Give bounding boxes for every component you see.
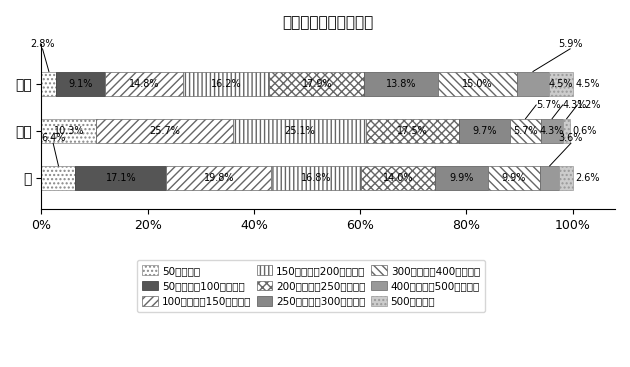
Text: 15.0%: 15.0% <box>462 79 493 89</box>
Text: 4.3%: 4.3% <box>540 126 564 136</box>
Text: 4.5%: 4.5% <box>575 79 600 89</box>
Bar <box>96 119 232 143</box>
Text: 25.1%: 25.1% <box>284 126 314 136</box>
Bar <box>541 119 563 143</box>
Bar <box>42 119 96 143</box>
Text: 5.7%: 5.7% <box>513 126 538 136</box>
Text: 13.8%: 13.8% <box>386 79 416 89</box>
Text: 4.3%: 4.3% <box>563 100 587 110</box>
Bar <box>42 72 56 96</box>
Title: ア．　年間総収入金額: ア． 年間総収入金額 <box>283 15 374 30</box>
Text: 17.9%: 17.9% <box>302 79 332 89</box>
Text: 1.2%: 1.2% <box>577 100 602 110</box>
Text: 19.8%: 19.8% <box>203 173 234 183</box>
Text: 3.6%: 3.6% <box>559 133 583 143</box>
Bar <box>364 72 438 96</box>
Bar <box>459 119 510 143</box>
Text: 25.7%: 25.7% <box>149 126 180 136</box>
Bar <box>510 119 541 143</box>
Text: 9.1%: 9.1% <box>68 79 93 89</box>
Bar <box>183 72 269 96</box>
Text: 9.9%: 9.9% <box>449 173 474 183</box>
Bar <box>559 166 573 190</box>
Text: 16.2%: 16.2% <box>211 79 241 89</box>
Text: 9.9%: 9.9% <box>501 173 526 183</box>
Bar <box>563 119 570 143</box>
Bar <box>549 72 573 96</box>
Bar <box>540 166 559 190</box>
Legend: 50万円未満, 50万円以上100万円未満, 100万円以上150万円未満, 150万円以上200万円未満, 200万円以上250万円未満, 250万円以上30: 50万円未満, 50万円以上100万円未満, 100万円以上150万円未満, 1… <box>137 260 485 312</box>
Bar <box>269 72 364 96</box>
Text: 17.5%: 17.5% <box>397 126 428 136</box>
Bar <box>232 119 366 143</box>
Text: 5.7%: 5.7% <box>536 100 561 110</box>
Bar <box>166 166 272 190</box>
Text: 6.4%: 6.4% <box>41 133 66 143</box>
Bar <box>42 166 76 190</box>
Bar <box>488 166 540 190</box>
Bar <box>438 72 517 96</box>
Bar <box>360 166 435 190</box>
Bar <box>105 72 183 96</box>
Bar <box>76 166 166 190</box>
Text: 14.0%: 14.0% <box>382 173 413 183</box>
Text: 2.6%: 2.6% <box>576 173 600 183</box>
Text: 10.3%: 10.3% <box>54 126 84 136</box>
Text: 2.8%: 2.8% <box>30 39 55 49</box>
Bar <box>435 166 488 190</box>
Bar <box>366 119 459 143</box>
Text: 4.5%: 4.5% <box>548 79 573 89</box>
Bar <box>517 72 549 96</box>
Bar <box>272 166 360 190</box>
Text: 0.6%: 0.6% <box>573 126 597 136</box>
Text: 9.7%: 9.7% <box>472 126 497 136</box>
Text: 5.9%: 5.9% <box>558 39 582 49</box>
Text: 16.8%: 16.8% <box>301 173 331 183</box>
Text: 14.8%: 14.8% <box>129 79 159 89</box>
Text: 17.1%: 17.1% <box>106 173 136 183</box>
Bar <box>56 72 105 96</box>
